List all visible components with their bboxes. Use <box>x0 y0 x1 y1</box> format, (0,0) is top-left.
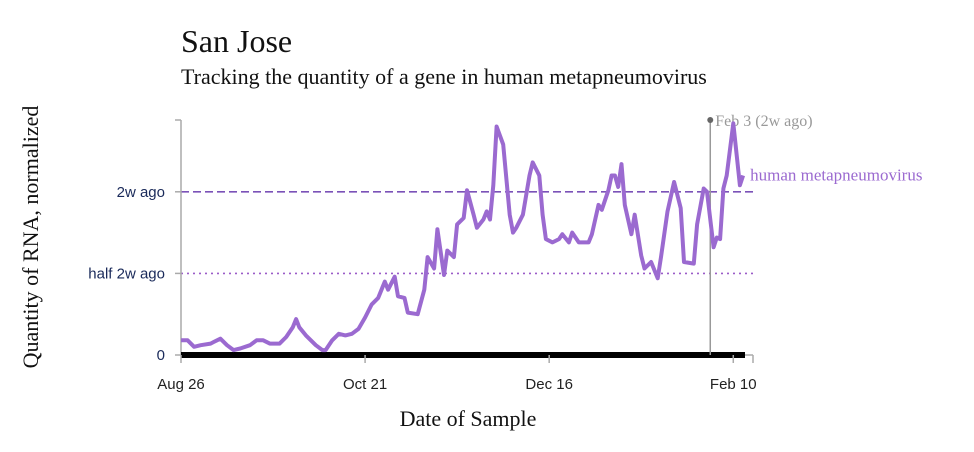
x-tick-label: Aug 26 <box>157 376 205 393</box>
annotation-dot <box>707 117 714 123</box>
y-tick-label: half 2w ago <box>88 265 165 282</box>
series-line <box>181 121 746 353</box>
y-tick-label: 2w ago <box>117 184 165 201</box>
series-label: human metapneumovirus <box>750 165 922 184</box>
x-tick-label: Feb 10 <box>710 376 757 393</box>
x-axis-label: Date of Sample <box>400 406 537 431</box>
y-tick-label: 0 <box>157 347 165 364</box>
y-axis-label: Quantity of RNA, normalized <box>18 106 43 369</box>
chart-subtitle: Tracking the quantity of a gene in human… <box>181 64 707 89</box>
chart-title: San Jose <box>181 23 292 59</box>
x-tick-label: Dec 16 <box>525 376 573 393</box>
x-tick-label: Oct 21 <box>343 376 387 393</box>
annotation-label: Feb 3 (2w ago) <box>715 113 812 130</box>
